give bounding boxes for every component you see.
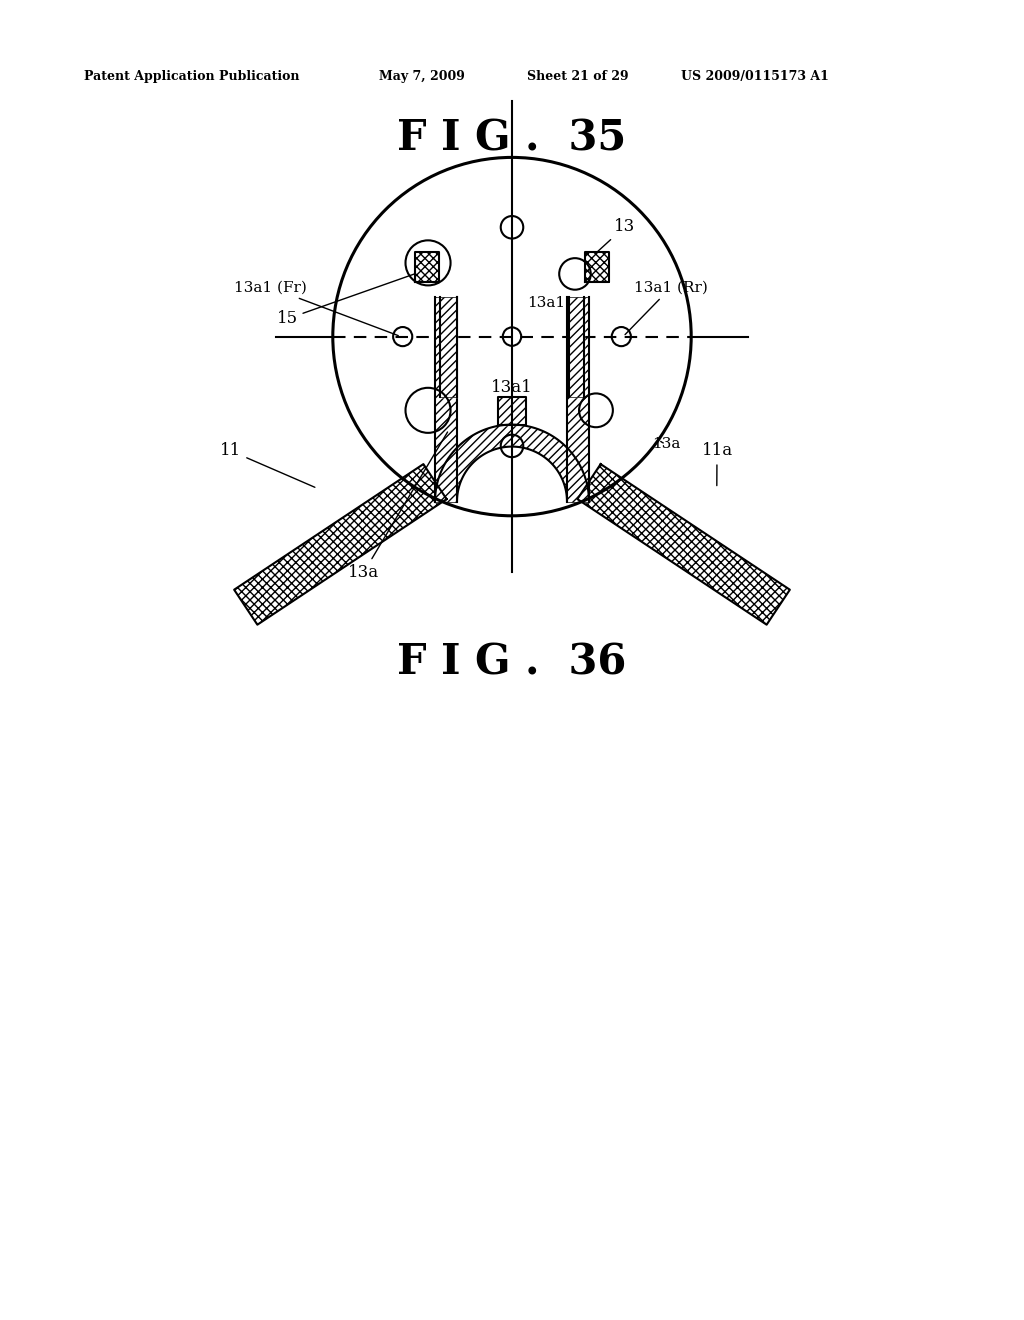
Polygon shape xyxy=(569,297,584,397)
Text: 13a: 13a xyxy=(348,432,447,581)
Text: Patent Application Publication: Patent Application Publication xyxy=(84,70,299,83)
Polygon shape xyxy=(567,297,589,502)
Text: 11: 11 xyxy=(220,442,315,487)
Polygon shape xyxy=(435,297,457,502)
Text: 13a: 13a xyxy=(651,437,680,450)
Polygon shape xyxy=(440,297,457,397)
Polygon shape xyxy=(415,252,439,282)
Polygon shape xyxy=(585,252,609,282)
Polygon shape xyxy=(457,297,567,502)
Text: 11a: 11a xyxy=(701,442,732,486)
Text: 13a1 (Fr): 13a1 (Fr) xyxy=(234,281,398,335)
Text: Sheet 21 of 29: Sheet 21 of 29 xyxy=(527,70,629,83)
Text: 13: 13 xyxy=(586,218,636,263)
Text: F I G .  36: F I G . 36 xyxy=(397,642,627,684)
Polygon shape xyxy=(498,396,526,425)
Text: May 7, 2009: May 7, 2009 xyxy=(379,70,465,83)
Text: 15: 15 xyxy=(276,273,418,327)
Polygon shape xyxy=(234,465,446,624)
Text: 13a1: 13a1 xyxy=(492,379,532,396)
Polygon shape xyxy=(435,425,589,502)
Text: 13a1 (Rr): 13a1 (Rr) xyxy=(625,281,708,334)
Text: F I G .  35: F I G . 35 xyxy=(397,117,627,160)
Text: 13a1: 13a1 xyxy=(527,296,565,310)
Polygon shape xyxy=(578,465,790,624)
Text: US 2009/0115173 A1: US 2009/0115173 A1 xyxy=(681,70,828,83)
